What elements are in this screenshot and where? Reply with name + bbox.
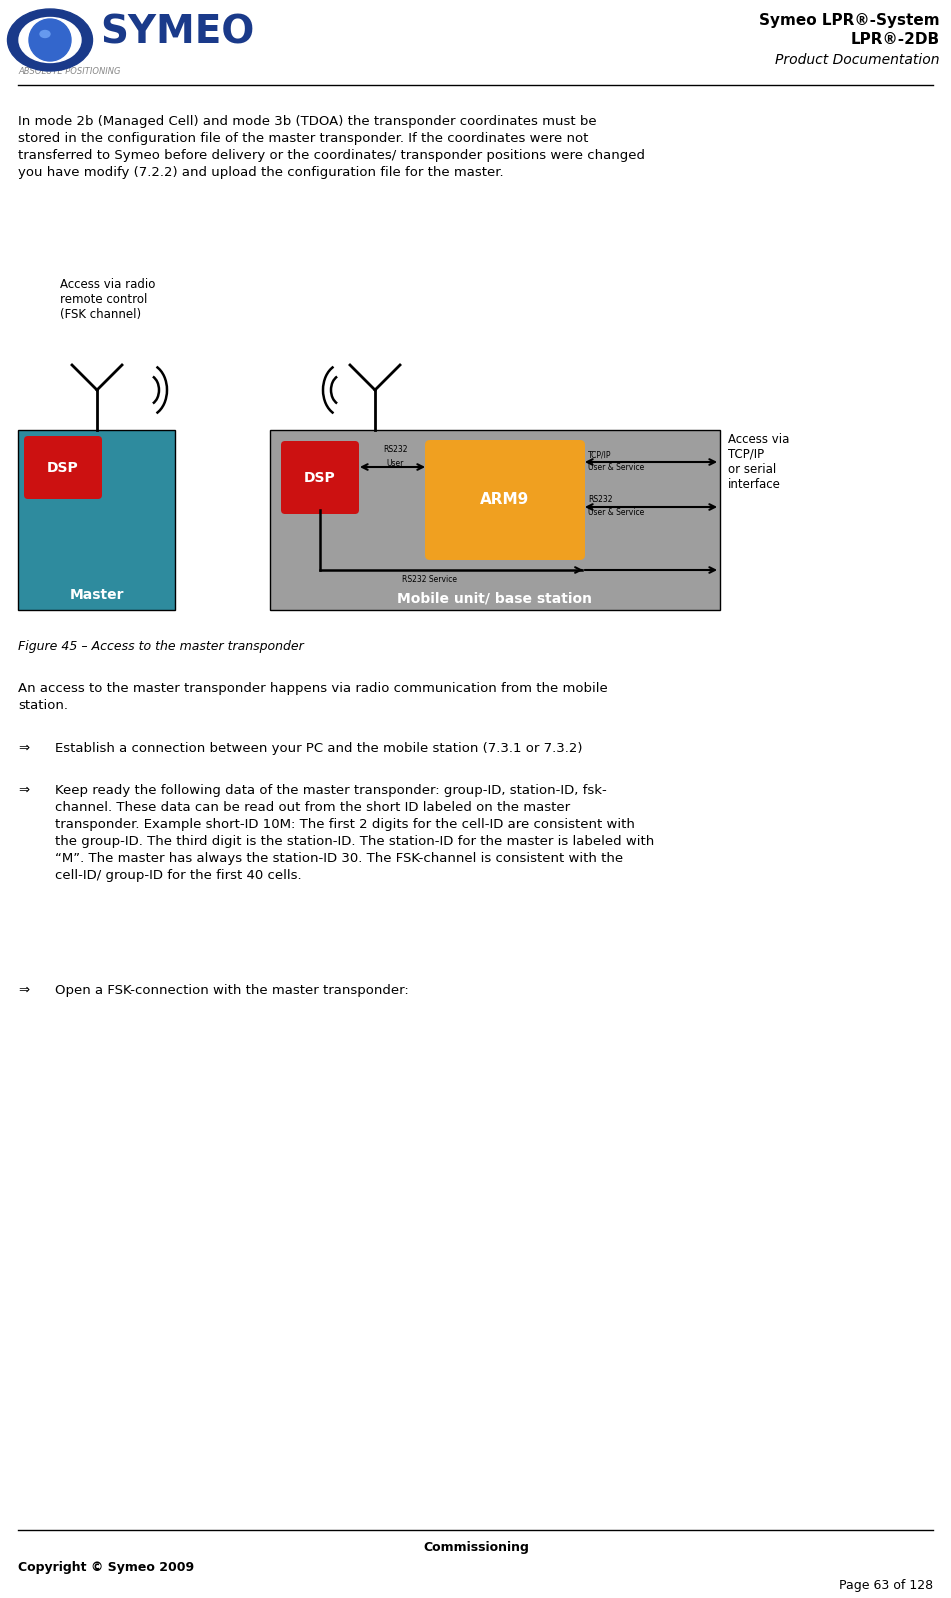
- Bar: [18, 430, 175, 610]
- Circle shape: [29, 19, 71, 61]
- Ellipse shape: [40, 30, 50, 37]
- Text: Product Documentation: Product Documentation: [775, 53, 940, 67]
- Text: Keep ready the following data of the master transponder: group-ID, station-ID, f: Keep ready the following data of the mas…: [55, 785, 654, 882]
- Ellipse shape: [19, 18, 81, 62]
- Text: TCP/IP: TCP/IP: [588, 451, 611, 460]
- Text: ABSOLUTE POSITIONING: ABSOLUTE POSITIONING: [18, 67, 121, 77]
- Text: In mode 2b (Managed Cell) and mode 3b (TDOA) the transponder coordinates must be: In mode 2b (Managed Cell) and mode 3b (T…: [18, 115, 645, 179]
- Text: DSP: DSP: [304, 470, 336, 484]
- Text: LPR®-2DB: LPR®-2DB: [851, 32, 940, 48]
- Text: RS232: RS232: [382, 446, 407, 454]
- Text: Access via
TCP/IP
or serial
interface: Access via TCP/IP or serial interface: [728, 433, 789, 491]
- Text: Page 63 of 128: Page 63 of 128: [839, 1579, 933, 1592]
- Text: ⇒: ⇒: [18, 984, 29, 997]
- FancyBboxPatch shape: [425, 439, 585, 559]
- Text: User & Service: User & Service: [588, 463, 644, 473]
- Text: Copyright © Symeo 2009: Copyright © Symeo 2009: [18, 1561, 194, 1574]
- FancyBboxPatch shape: [24, 436, 102, 499]
- Text: Open a FSK-connection with the master transponder:: Open a FSK-connection with the master tr…: [55, 984, 409, 997]
- Text: User & Service: User & Service: [588, 508, 644, 518]
- Text: SYMEO: SYMEO: [100, 13, 254, 51]
- Text: User: User: [386, 459, 403, 468]
- Text: Symeo LPR®-System: Symeo LPR®-System: [760, 13, 940, 27]
- Text: Commissioning: Commissioning: [423, 1542, 529, 1555]
- Text: An access to the master transponder happens via radio communication from the mob: An access to the master transponder happ…: [18, 682, 608, 713]
- Text: Mobile unit/ base station: Mobile unit/ base station: [398, 591, 592, 606]
- Text: Establish a connection between your PC and the mobile station (7.3.1 or 7.3.2): Establish a connection between your PC a…: [55, 741, 583, 754]
- FancyBboxPatch shape: [281, 441, 359, 515]
- Bar: [270, 430, 720, 610]
- Text: RS232: RS232: [588, 495, 612, 505]
- Text: Figure 45 – Access to the master transponder: Figure 45 – Access to the master transpo…: [18, 641, 303, 654]
- Text: Master: Master: [69, 588, 125, 602]
- Ellipse shape: [8, 10, 92, 70]
- Text: ARM9: ARM9: [480, 492, 530, 508]
- Text: Access via radio
remote control
(FSK channel): Access via radio remote control (FSK cha…: [60, 278, 155, 321]
- Text: RS232 Service: RS232 Service: [402, 575, 457, 585]
- Text: DSP: DSP: [48, 460, 79, 475]
- Text: ⇒: ⇒: [18, 741, 29, 754]
- Text: ⇒: ⇒: [18, 785, 29, 797]
